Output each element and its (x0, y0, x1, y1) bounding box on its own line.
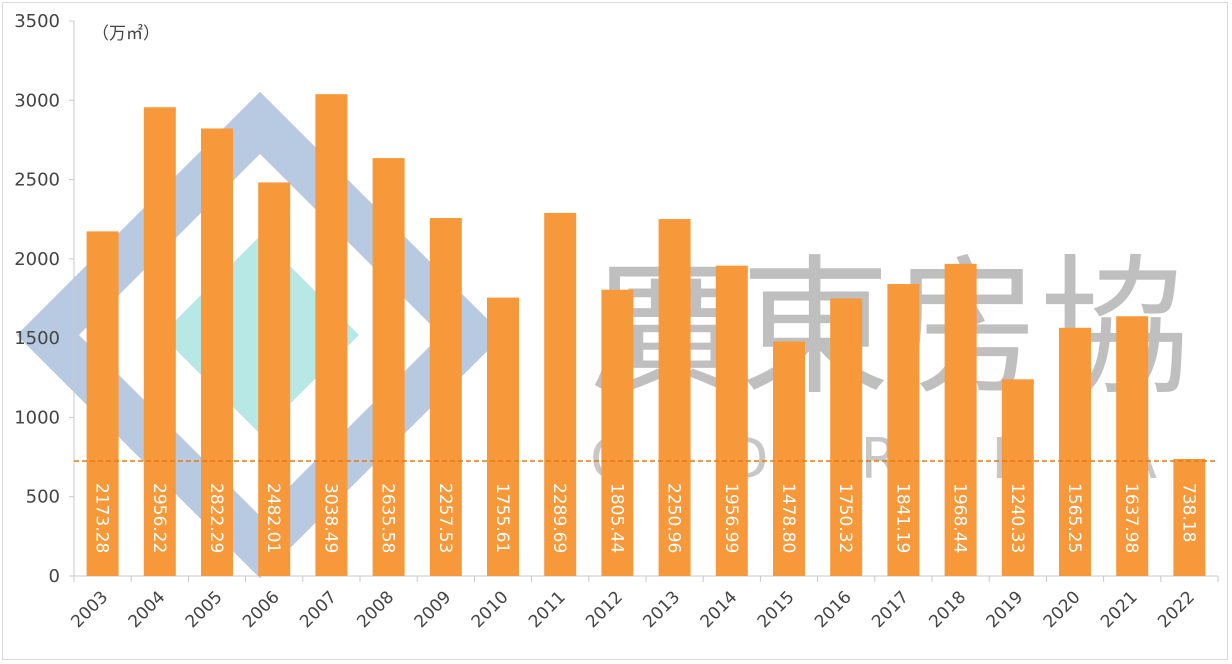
bar-2010 (487, 297, 519, 576)
x-tick-label: 2021 (1097, 587, 1142, 632)
x-tick-label: 2013 (639, 587, 684, 632)
data-label: 2635.58 (378, 483, 398, 553)
data-label: 738.18 (1178, 483, 1198, 542)
bar-2004 (143, 107, 176, 577)
x-tick-label: 2007 (296, 587, 341, 632)
data-label: 2482.01 (263, 483, 283, 553)
x-tick-label: 2022 (1154, 587, 1199, 632)
bar-2016 (830, 298, 863, 576)
bar-2012 (601, 289, 634, 576)
data-label: 2250.96 (664, 483, 684, 553)
unit-label: （万㎡） (92, 24, 160, 44)
data-label: 2257.53 (435, 483, 455, 553)
bar-2003 (86, 231, 119, 576)
bar-2013 (658, 219, 691, 576)
bar-2005 (201, 128, 233, 576)
x-tick-label: 2008 (353, 587, 398, 632)
y-tick-label: 2500 (14, 170, 60, 191)
bar-2015 (773, 341, 805, 576)
y-tick-label: 500 (26, 487, 60, 508)
x-tick-label: 2009 (411, 587, 456, 632)
bar-2022 (1173, 458, 1206, 576)
x-tick-label: 2017 (868, 587, 913, 632)
data-label: 1968.44 (950, 483, 970, 553)
x-tick-label: 2006 (239, 587, 284, 632)
data-label: 1565.25 (1064, 483, 1084, 553)
bar-2020 (1059, 327, 1091, 576)
x-tick-label: 2004 (125, 587, 170, 632)
data-label: 2956.22 (149, 483, 169, 553)
y-tick-label: 2000 (14, 249, 60, 270)
x-tick-label: 2015 (754, 587, 799, 632)
data-label: 1841.19 (892, 483, 912, 553)
x-tick-label: 2020 (1040, 587, 1085, 632)
data-label: 1750.32 (835, 483, 855, 553)
data-label: 1755.61 (492, 483, 512, 553)
bar-2014 (715, 265, 748, 576)
bar-2009 (429, 218, 462, 576)
x-tick-label: 2019 (983, 587, 1028, 632)
data-label: 1478.80 (778, 483, 798, 553)
bar-2019 (1001, 379, 1034, 576)
data-label: 1956.99 (721, 483, 741, 553)
y-tick-label: 3000 (14, 90, 60, 111)
bar-2021 (1116, 316, 1149, 576)
x-tick-label: 2014 (697, 587, 742, 632)
y-tick-label: 1000 (14, 407, 60, 428)
data-label: 1240.33 (1007, 483, 1027, 553)
data-label: 3038.49 (320, 483, 340, 553)
data-label: 2173.28 (92, 483, 112, 553)
bar-2006 (258, 182, 291, 576)
data-label: 1805.44 (606, 483, 626, 553)
y-tick-label: 0 (49, 566, 60, 587)
x-tick-label: 2012 (582, 587, 627, 632)
x-tick-label: 2005 (182, 587, 227, 632)
data-label: 2822.29 (206, 483, 226, 553)
y-tick-label: 3500 (14, 11, 60, 32)
bar-2018 (944, 263, 977, 576)
bar-2011 (544, 212, 577, 576)
y-tick-label: 1500 (14, 328, 60, 349)
x-tick-label: 2016 (811, 587, 856, 632)
x-tick-label: 2003 (67, 587, 112, 632)
bar-2008 (372, 158, 405, 576)
x-tick-label: 2018 (925, 587, 970, 632)
x-tick-label: 2010 (468, 587, 513, 632)
bar-2017 (887, 284, 920, 576)
data-label: 1637.98 (1121, 483, 1141, 553)
x-tick-label: 2011 (525, 587, 570, 632)
data-label: 2289.69 (549, 483, 569, 553)
bar-2007 (315, 94, 348, 576)
